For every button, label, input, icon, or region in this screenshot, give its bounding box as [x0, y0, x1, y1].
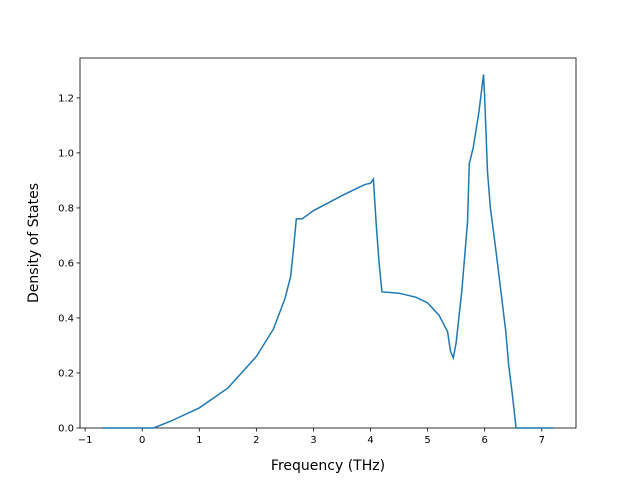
line: [102, 74, 554, 429]
x-axis-label: Frequency (THz): [271, 458, 385, 474]
x-tick-label: 2: [253, 435, 259, 446]
plot-frame: [79, 57, 577, 429]
x-tick-label: 6: [481, 435, 487, 446]
y-tick-label: 1.2: [58, 93, 74, 104]
x-tick-label: 3: [310, 435, 316, 446]
x-tick-label: 0: [139, 435, 145, 446]
y-tick-label: 1.0: [58, 148, 74, 159]
x-tick-label: 4: [367, 435, 373, 446]
x-tick-label: −1: [78, 435, 93, 446]
x-tick-label: 7: [539, 435, 545, 446]
y-axis-label: Density of States: [26, 183, 42, 303]
x-tick-label: 5: [424, 435, 430, 446]
y-tick-label: 0.4: [58, 313, 74, 324]
y-tick-label: 0.6: [58, 258, 74, 269]
y-tick-label: 0.0: [58, 424, 74, 435]
y-tick-label: 0.8: [58, 203, 74, 214]
x-tick-label: 1: [196, 435, 202, 446]
y-tick-label: 0.2: [58, 368, 74, 379]
